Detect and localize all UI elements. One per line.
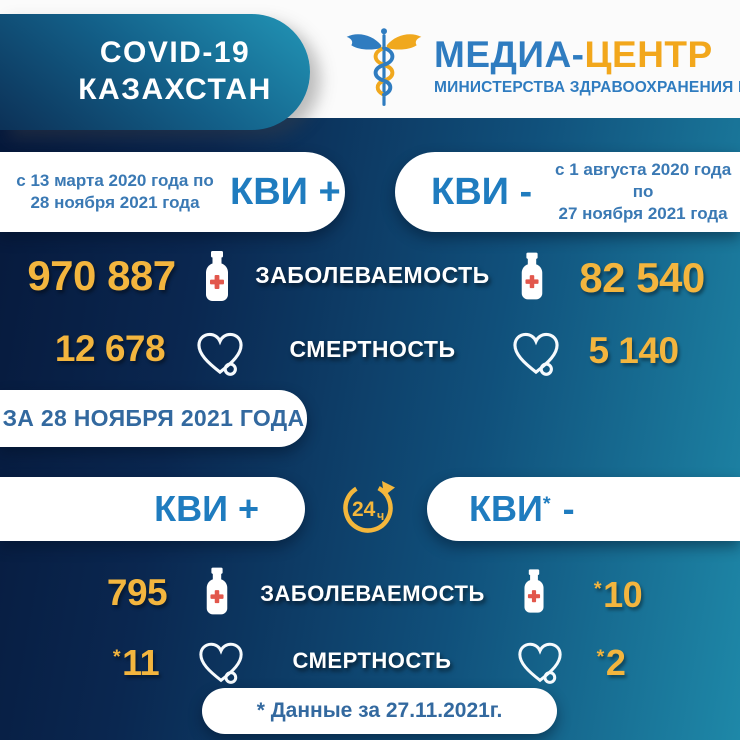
heart-icon [518,642,562,684]
morbidity-daily-label: ЗАБОЛЕВАЕМОСТЬ [260,581,485,606]
kvi-plus-period-pill: с 13 марта 2020 года по 28 ноября 2021 г… [0,152,345,232]
morbidity-daily-kvi-minus-value: *10 [578,574,658,616]
morbidity-label: ЗАБОЛЕВАЕМОСТЬ [255,262,490,288]
mortality-daily-plus-number: 11 [122,642,160,683]
covid-kazakhstan-badge: COVID-19 КАЗАХСТАН [0,14,310,130]
cycle-hour-unit: ч [377,509,384,523]
heart-icon [513,332,559,376]
kvi-plus-period-line2: 28 ноября 2021 года [30,193,200,212]
daily-date-pill: ЗА 28 НОЯБРЯ 2021 ГОДА [0,390,307,447]
morbidity-daily-kvi-plus-value: 795 [106,572,168,613]
logo-title-media: МЕДИА- [434,34,585,75]
kvi-plus-period: с 13 марта 2020 года по 28 ноября 2021 г… [10,170,220,214]
mortality-daily-kvi-plus-value: *11 [96,642,176,684]
kvi-plus-label: КВИ + [230,170,341,213]
kvi-minus-period-pill: КВИ - с 1 августа 2020 года по 27 ноября… [395,152,740,232]
mortality-label: СМЕРТНОСТЬ [289,336,456,362]
cycle-24-number: 24 [352,498,376,521]
kvi-minus-daily-label: КВИ* - [469,488,575,530]
mortality-daily-minus-number: 2 [605,642,626,683]
kvi-minus-period: с 1 августа 2020 года по 27 ноября 2021 … [546,159,740,225]
logo-title: МЕДИА-ЦЕНТР [434,34,740,76]
kvi-minus-period-line1: с 1 августа 2020 года по [555,159,732,201]
kvi-minus-period-line2: 27 ноября 2021 года [558,204,728,224]
medicine-bottle-icon [206,251,228,301]
mortality-total-kvi-minus-value: 5 140 [588,330,679,371]
mortality-daily-plus-asterisk: * [112,646,121,669]
daily-date-text: ЗА 28 НОЯБРЯ 2021 ГОДА [2,405,305,431]
heart-icon [197,332,243,376]
logo-subtitle: МИНИСТЕРСТВА ЗДРАВООХРАНЕНИЯ РК [434,79,740,96]
kvi-minus-daily-asterisk: * [542,493,551,516]
logo-text: МЕДИА-ЦЕНТР МИНИСТЕРСТВА ЗДРАВООХРАНЕНИЯ… [434,24,740,97]
media-center-logo: МЕДИА-ЦЕНТР МИНИСТЕРСТВА ЗДРАВООХРАНЕНИЯ… [342,24,740,116]
footnote-pill: * Данные за 27.11.2021г. [202,688,557,734]
kvi-minus-label: КВИ - [431,170,533,213]
medicine-bottle-icon [524,569,544,613]
24h-cycle-icon: 24 ч [343,481,395,533]
kvi-minus-daily-sign: - [562,488,575,529]
medicine-bottle-icon [206,567,228,615]
kvi-plus-period-line1: с 13 марта 2020 года по [16,170,214,190]
kvi-plus-daily-pill: КВИ + [0,477,305,541]
covid-badge-line2: КАЗАХСТАН [78,73,272,106]
mortality-daily-kvi-minus-value: *2 [580,642,642,684]
covid-badge-line1: COVID-19 [99,36,251,70]
medicine-bottle-icon [521,252,543,300]
kvi-minus-daily-text: КВИ [469,488,543,529]
mortality-daily-label: СМЕРТНОСТЬ [292,648,452,673]
morbidity-total-kvi-minus-value: 82 540 [579,254,705,301]
mortality-daily-minus-asterisk: * [596,646,605,669]
kvi-minus-daily-pill: КВИ* - [427,477,740,541]
heart-icon [199,642,243,684]
morbidity-daily-number: 10 [603,574,643,615]
kvi-plus-daily-label: КВИ + [154,488,259,529]
caduceus-icon [346,28,422,106]
mortality-total-kvi-plus-value: 12 678 [54,328,166,369]
footnote-text: * Данные за 27.11.2021г. [256,699,503,722]
morbidity-daily-asterisk: * [593,578,602,601]
morbidity-total-kvi-plus-value: 970 887 [27,252,176,299]
logo-title-center: ЦЕНТР [584,34,713,75]
